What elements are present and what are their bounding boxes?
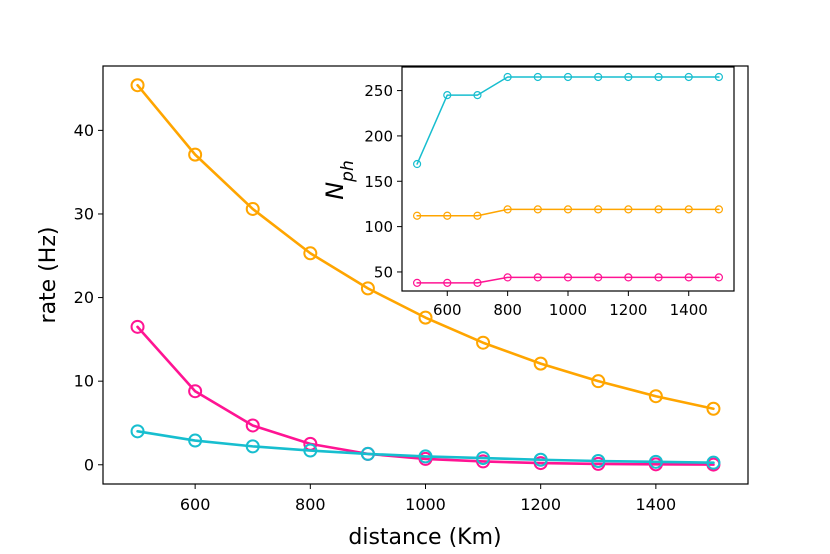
- inset-background: [402, 67, 734, 291]
- inset-data-point: [594, 205, 603, 214]
- main-data-point: [533, 452, 548, 467]
- inset-data-point: [443, 211, 452, 220]
- inset-y-tick-label: 200: [364, 127, 393, 145]
- inset-data-point: [443, 278, 452, 287]
- main-x-tick-label: 1400: [635, 495, 676, 514]
- inset-data-point: [714, 205, 724, 214]
- inset-data-point: [684, 205, 693, 214]
- inset-data-point: [412, 211, 422, 220]
- inset-data-point: [533, 205, 542, 214]
- main-series-line: [136, 430, 715, 464]
- inset-data-point: [412, 159, 422, 169]
- inset-y-axis-label-main: N: [321, 182, 349, 200]
- main-data-point: [130, 424, 145, 439]
- main-series-line: [136, 83, 715, 411]
- main-x-axis-label: distance (Km): [348, 525, 501, 550]
- inset-y-axis-label: Nph: [321, 160, 358, 200]
- main-data-point: [245, 201, 260, 216]
- inset-data-point: [594, 72, 603, 82]
- inset-data-point: [563, 205, 573, 214]
- inset-data-point: [624, 72, 633, 82]
- inset-data-point: [473, 278, 482, 287]
- inset-x-tick-label: 1400: [670, 301, 708, 319]
- main-data-point: [245, 418, 260, 433]
- main-y-tick-label: 10: [74, 372, 94, 391]
- inset-data-point: [473, 211, 482, 220]
- inset-x-tick-label: 600: [433, 301, 462, 319]
- main-y-tick-label: 0: [84, 455, 94, 474]
- main-x-tick-label: 1200: [520, 495, 561, 514]
- inset-x-tick-label: 1000: [549, 301, 587, 319]
- inset-data-point: [503, 72, 512, 82]
- main-y-axis-label: rate (Hz): [36, 227, 61, 324]
- main-data-point: [130, 78, 145, 93]
- main-y-tick-label: 40: [74, 121, 94, 140]
- inset-data-point: [473, 91, 482, 100]
- main-x-tick-label: 800: [295, 495, 326, 514]
- main-data-point: [648, 389, 663, 404]
- main-data-point: [476, 451, 491, 466]
- main-series-line: [136, 325, 715, 466]
- inset-data-point: [503, 205, 512, 214]
- main-y-tick-label: 20: [74, 288, 94, 307]
- inset-data-point: [563, 273, 573, 282]
- main-data-point: [418, 449, 433, 464]
- inset-data-point: [684, 273, 693, 282]
- inset-data-point: [503, 273, 512, 282]
- inset-series-line: [416, 76, 720, 165]
- main-data-point: [245, 439, 260, 454]
- main-data-point: [591, 374, 606, 389]
- inset-series-line: [416, 208, 720, 217]
- inset-data-point: [412, 278, 422, 287]
- main-x-tick-label: 600: [180, 495, 211, 514]
- main-data-point: [360, 281, 375, 296]
- main-data-point: [303, 246, 318, 261]
- inset-x-tick-label: 800: [493, 301, 522, 319]
- inset-data-point: [624, 205, 633, 214]
- main-y-tick-label: 30: [74, 204, 94, 223]
- main-data-point: [706, 455, 721, 470]
- inset-series-line: [416, 276, 720, 284]
- main-x-tick-label: 1000: [405, 495, 446, 514]
- main-data-point: [188, 433, 203, 448]
- inset-data-point: [533, 72, 542, 82]
- inset-data-point: [714, 273, 724, 282]
- inset-data-point: [533, 273, 542, 282]
- inset-y-tick-label: 50: [374, 263, 393, 281]
- main-data-point: [130, 319, 145, 334]
- inset-y-tick-label: 250: [364, 82, 393, 100]
- main-data-point: [533, 356, 548, 371]
- inset-data-point: [654, 72, 663, 82]
- inset-y-tick-label: 100: [364, 218, 393, 236]
- main-data-point: [418, 310, 433, 325]
- inset-y-axis-label-sub: ph: [338, 160, 358, 183]
- inset-data-point: [563, 72, 573, 82]
- inset-plot: 600 800 1000 1200 1400 50 100 150 200 250: [364, 66, 735, 319]
- main-data-point: [706, 401, 721, 416]
- main-data-point: [360, 446, 375, 461]
- inset-data-point: [714, 72, 724, 82]
- main-data-point: [188, 384, 203, 399]
- inset-data-point: [624, 273, 633, 282]
- inset-data-point: [654, 205, 663, 214]
- inset-data-point: [654, 273, 663, 282]
- main-data-point: [591, 454, 606, 469]
- inset-data-point: [684, 72, 693, 82]
- inset-data-point: [594, 273, 603, 282]
- main-data-point: [303, 443, 318, 458]
- main-data-point: [188, 147, 203, 162]
- main-data-point: [476, 335, 491, 350]
- inset-y-tick-label: 150: [364, 173, 393, 191]
- inset-x-tick-label: 1200: [609, 301, 647, 319]
- inset-data-point: [443, 91, 452, 100]
- main-data-point: [648, 454, 663, 469]
